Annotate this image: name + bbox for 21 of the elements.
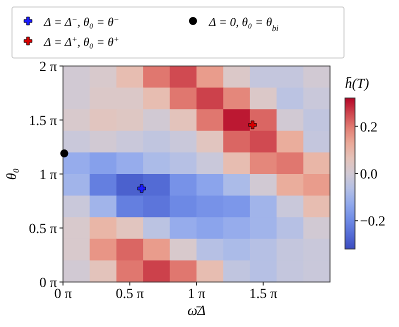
y-tick-label: 1 π (39, 168, 57, 183)
color-bar-label: 0.2 (360, 120, 378, 136)
point (60, 149, 68, 158)
color-bar-label: −0.2 (360, 214, 386, 230)
legend-label: Δ = 0, θ₀ = θ$_{bi}$ (208, 15, 280, 32)
legend-label: Δ = Δ$^{−}$, θ₀ = θ$^{−}$ (43, 14, 120, 29)
x-tick-label: 0.5 π (116, 287, 144, 302)
x-axis-title: ω̄Δ (187, 304, 206, 319)
y-tick-label: 0 π (39, 276, 57, 291)
x-tick-label: 1.5 π (249, 287, 278, 302)
y-tick-label: 1.5 π (28, 114, 57, 129)
y-tick-label: 2 π (39, 60, 57, 75)
y-axis-title: θ₀ (5, 168, 20, 180)
legend-label: Δ = Δ$^{+}$, θ₀ = θ$^{+}$ (43, 34, 120, 49)
x-tick-label: 1 π (188, 287, 206, 302)
color-bar-title: h̄(T) (344, 76, 370, 92)
x-tick-label: 0 π (54, 287, 72, 302)
color-bar-label: 0.0 (360, 168, 378, 182)
point (248, 120, 257, 130)
y-tick-label: 0.5 π (28, 222, 57, 237)
point (137, 184, 146, 193)
